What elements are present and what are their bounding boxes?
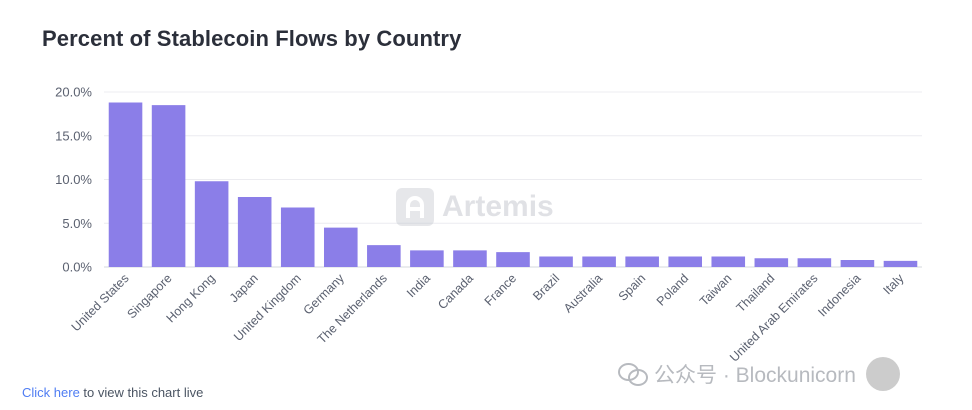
y-tick-label: 0.0% [62,260,92,275]
bar[interactable] [539,256,573,268]
bar[interactable] [582,256,616,268]
x-tick-label: United States [69,271,132,334]
x-tick-label: United Arab Emirates [727,271,820,364]
y-tick-label: 10.0% [55,172,92,187]
bar[interactable] [883,260,918,267]
bar[interactable] [840,260,875,267]
y-tick-label: 20.0% [55,85,92,100]
bar[interactable] [754,258,789,267]
x-tick-label: Brazil [530,271,562,303]
x-tick-label: India [404,271,433,300]
bar[interactable] [410,250,444,267]
x-tick-label: Thailand [734,271,778,315]
chart-title: Percent of Stablecoin Flows by Country [42,26,462,51]
bar[interactable] [367,245,401,267]
x-tick-label: Italy [880,271,907,298]
x-tick-label: Spain [616,271,649,304]
bar[interactable] [496,252,530,267]
x-tick-label: Japan [227,271,261,305]
bar[interactable] [711,256,746,268]
x-tick-label: Poland [654,271,691,308]
footer: Click here to view this chart live [22,385,203,400]
bar[interactable] [194,181,229,267]
bar[interactable] [237,197,272,267]
bar[interactable] [323,227,358,267]
bar[interactable] [625,256,659,268]
bar[interactable] [453,250,487,267]
bar[interactable] [108,102,143,268]
y-tick-label: 5.0% [62,216,92,231]
wechat-watermark-text: 公众号 · Blockunicorn [654,364,856,387]
wechat-watermark: 公众号 · Blockunicorn [618,357,900,391]
bar[interactable] [151,105,186,267]
x-tick-label: Taiwan [697,271,734,308]
seal-icon [865,357,900,391]
artemis-logo-icon [396,188,434,226]
artemis-watermark-text: Artemis [442,190,554,223]
y-tick-label: 15.0% [55,128,92,143]
bar[interactable] [280,207,315,268]
x-tick-label: Australia [561,271,605,315]
wechat-icon [618,363,648,386]
bar[interactable] [668,256,703,268]
view-chart-live-link[interactable]: Click here [22,385,80,400]
x-tick-label: France [482,271,519,308]
x-tick-label: Canada [435,271,476,312]
bar[interactable] [797,258,832,267]
artemis-watermark: Artemis [396,188,554,226]
x-tick-label: Indonesia [815,271,863,319]
footer-text: to view this chart live [79,385,204,400]
